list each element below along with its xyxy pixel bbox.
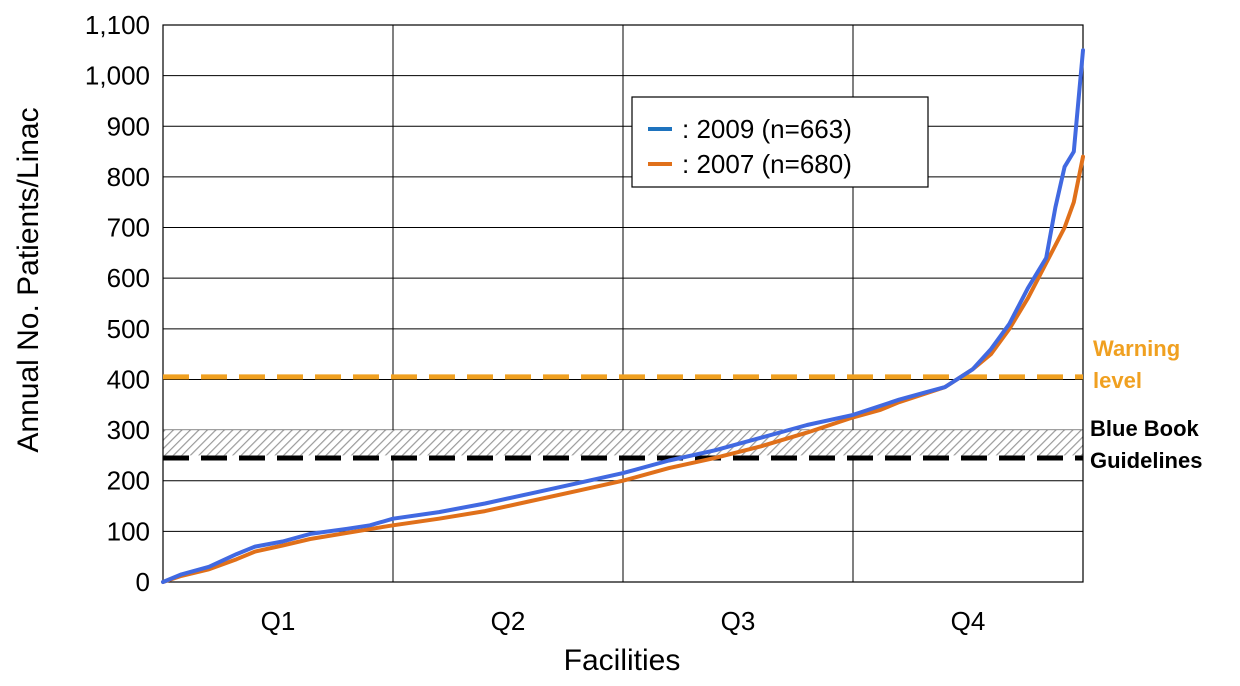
legend-box [631,96,929,188]
y-tick-label: 500 [107,314,150,344]
x-axis-label: Facilities [564,644,681,677]
x-category-label: Q4 [951,606,986,636]
gridlines [163,24,1083,583]
x-category-labels: Q1 Q2 Q3 Q4 [261,606,986,636]
reference-line-labels: Warning level Blue Book Guidelines [1090,336,1202,473]
plot-border [162,24,1084,583]
series-line [161,48,1085,584]
plot-frame [162,24,1084,583]
y-tick-label: 800 [107,162,150,192]
y-axis-label: Annual No. Patients/Linac [12,107,45,452]
y-tick-label: 900 [107,111,150,141]
series-line [161,154,1085,584]
shaded-band [163,430,1083,456]
legend: : 2009 (n=663) : 2007 (n=680) [631,96,929,188]
y-tick-label: 300 [107,415,150,445]
x-category-label: Q1 [261,606,296,636]
x-category-label: Q3 [721,606,756,636]
guideline-label: Guidelines [1090,448,1202,473]
y-tick-label: 100 [107,516,150,546]
series-lines [161,48,1085,584]
warning-level-label: level [1093,368,1142,393]
y-tick-label: 1,100 [85,10,150,40]
y-tick-label: 400 [107,364,150,394]
x-category-label: Q2 [491,606,526,636]
y-tick-label: 0 [136,567,150,597]
y-tick-label: 700 [107,213,150,243]
legend-label: : 2009 (n=663) [682,114,852,144]
warning-level-label: Warning [1093,336,1180,361]
guideline-label: Blue Book [1090,416,1200,441]
y-tick-label: 1,000 [85,61,150,91]
guideline-band [163,430,1083,456]
y-tick-labels: 0 100 200 300 400 500 600 700 800 900 1,000 1,100 [85,10,150,597]
y-tick-label: 200 [107,466,150,496]
reference-lines [163,374,1083,461]
legend-label: : 2007 (n=680) [682,149,852,179]
y-tick-label: 600 [107,263,150,293]
